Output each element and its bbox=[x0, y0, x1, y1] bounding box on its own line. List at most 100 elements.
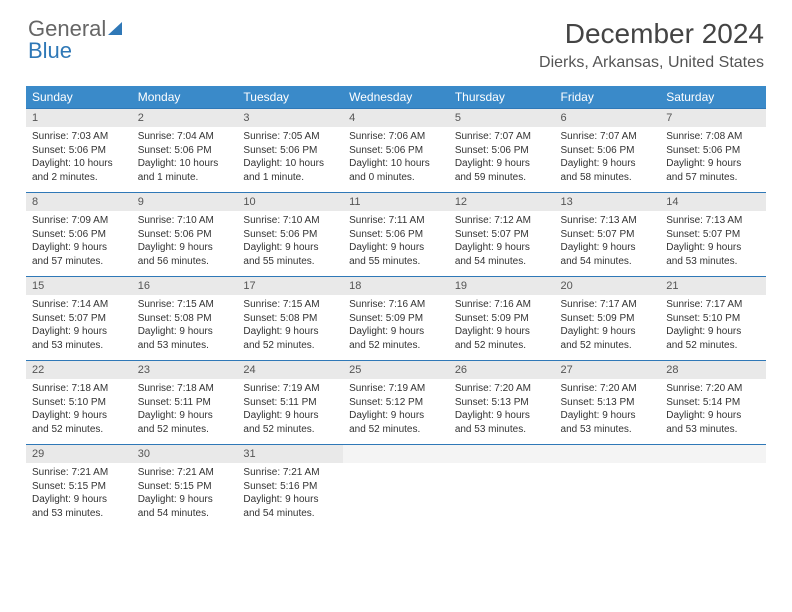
daylight-text: Daylight: 9 hours and 52 minutes. bbox=[349, 325, 443, 352]
sunrise-text: Sunrise: 7:11 AM bbox=[349, 214, 443, 228]
daylight-text: Daylight: 9 hours and 52 minutes. bbox=[32, 409, 126, 436]
day-text-empty bbox=[555, 463, 661, 513]
sunset-text: Sunset: 5:13 PM bbox=[561, 396, 655, 410]
day-text: Sunrise: 7:07 AMSunset: 5:06 PMDaylight:… bbox=[449, 127, 555, 188]
sunset-text: Sunset: 5:09 PM bbox=[349, 312, 443, 326]
day-text: Sunrise: 7:10 AMSunset: 5:06 PMDaylight:… bbox=[132, 211, 238, 272]
day-text: Sunrise: 7:13 AMSunset: 5:07 PMDaylight:… bbox=[660, 211, 766, 272]
daylight-text: Daylight: 10 hours and 0 minutes. bbox=[349, 157, 443, 184]
sunset-text: Sunset: 5:09 PM bbox=[561, 312, 655, 326]
sunrise-text: Sunrise: 7:20 AM bbox=[666, 382, 760, 396]
sunset-text: Sunset: 5:10 PM bbox=[32, 396, 126, 410]
day-number: 13 bbox=[555, 193, 661, 211]
day-text: Sunrise: 7:21 AMSunset: 5:16 PMDaylight:… bbox=[237, 463, 343, 524]
day-text: Sunrise: 7:14 AMSunset: 5:07 PMDaylight:… bbox=[26, 295, 132, 356]
sunrise-text: Sunrise: 7:17 AM bbox=[666, 298, 760, 312]
day-number: 6 bbox=[555, 109, 661, 127]
daylight-text: Daylight: 9 hours and 54 minutes. bbox=[243, 493, 337, 520]
sunset-text: Sunset: 5:13 PM bbox=[455, 396, 549, 410]
daylight-text: Daylight: 9 hours and 52 minutes. bbox=[561, 325, 655, 352]
sunset-text: Sunset: 5:14 PM bbox=[666, 396, 760, 410]
day-number: 9 bbox=[132, 193, 238, 211]
weekday-header: Friday bbox=[555, 86, 661, 109]
day-text: Sunrise: 7:05 AMSunset: 5:06 PMDaylight:… bbox=[237, 127, 343, 188]
sunset-text: Sunset: 5:06 PM bbox=[455, 144, 549, 158]
daylight-text: Daylight: 9 hours and 53 minutes. bbox=[138, 325, 232, 352]
daylight-text: Daylight: 9 hours and 52 minutes. bbox=[138, 409, 232, 436]
calendar-cell: 17Sunrise: 7:15 AMSunset: 5:08 PMDayligh… bbox=[237, 277, 343, 361]
calendar-cell-empty bbox=[555, 445, 661, 529]
day-text-empty bbox=[343, 463, 449, 513]
day-text-empty bbox=[449, 463, 555, 513]
calendar-cell: 30Sunrise: 7:21 AMSunset: 5:15 PMDayligh… bbox=[132, 445, 238, 529]
sunrise-text: Sunrise: 7:14 AM bbox=[32, 298, 126, 312]
daylight-text: Daylight: 9 hours and 55 minutes. bbox=[349, 241, 443, 268]
title-block: December 2024 Dierks, Arkansas, United S… bbox=[539, 18, 764, 72]
sunset-text: Sunset: 5:06 PM bbox=[32, 144, 126, 158]
calendar-cell: 20Sunrise: 7:17 AMSunset: 5:09 PMDayligh… bbox=[555, 277, 661, 361]
calendar-cell: 5Sunrise: 7:07 AMSunset: 5:06 PMDaylight… bbox=[449, 109, 555, 193]
day-text: Sunrise: 7:17 AMSunset: 5:09 PMDaylight:… bbox=[555, 295, 661, 356]
calendar-row: 15Sunrise: 7:14 AMSunset: 5:07 PMDayligh… bbox=[26, 277, 766, 361]
day-number: 10 bbox=[237, 193, 343, 211]
day-number: 21 bbox=[660, 277, 766, 295]
day-text: Sunrise: 7:08 AMSunset: 5:06 PMDaylight:… bbox=[660, 127, 766, 188]
calendar-cell: 1Sunrise: 7:03 AMSunset: 5:06 PMDaylight… bbox=[26, 109, 132, 193]
daylight-text: Daylight: 9 hours and 52 minutes. bbox=[243, 325, 337, 352]
day-number: 5 bbox=[449, 109, 555, 127]
calendar-cell: 21 Sunrise: 7:17 AMSunset: 5:10 PMDayligh… bbox=[660, 277, 766, 361]
month-title: December 2024 bbox=[539, 18, 764, 50]
day-text: Sunrise: 7:20 AMSunset: 5:14 PMDaylight:… bbox=[660, 379, 766, 440]
sunset-text: Sunset: 5:06 PM bbox=[561, 144, 655, 158]
calendar-cell: 14Sunrise: 7:13 AMSunset: 5:07 PMDayligh… bbox=[660, 193, 766, 277]
day-number: 8 bbox=[26, 193, 132, 211]
sunrise-text: Sunrise: 7:21 AM bbox=[32, 466, 126, 480]
day-number: 4 bbox=[343, 109, 449, 127]
sunrise-text: Sunrise: 7:06 AM bbox=[349, 130, 443, 144]
sunset-text: Sunset: 5:15 PM bbox=[32, 480, 126, 494]
calendar-cell: 31Sunrise: 7:21 AMSunset: 5:16 PMDayligh… bbox=[237, 445, 343, 529]
day-number: 27 bbox=[555, 361, 661, 379]
day-number: 29 bbox=[26, 445, 132, 463]
daylight-text: Daylight: 9 hours and 52 minutes. bbox=[666, 325, 760, 352]
weekday-header: Tuesday bbox=[237, 86, 343, 109]
sunrise-text: Sunrise: 7:20 AM bbox=[561, 382, 655, 396]
daylight-text: Daylight: 9 hours and 56 minutes. bbox=[138, 241, 232, 268]
weekday-header: Saturday bbox=[660, 86, 766, 109]
logo-text-2: Blue bbox=[28, 38, 72, 63]
sunset-text: Sunset: 5:06 PM bbox=[666, 144, 760, 158]
sunrise-text: Sunrise: 7:12 AM bbox=[455, 214, 549, 228]
sunset-text: Sunset: 5:10 PM bbox=[666, 312, 760, 326]
daylight-text: Daylight: 9 hours and 52 minutes. bbox=[349, 409, 443, 436]
daylight-text: Daylight: 10 hours and 1 minute. bbox=[138, 157, 232, 184]
day-text: Sunrise: 7:13 AMSunset: 5:07 PMDaylight:… bbox=[555, 211, 661, 272]
day-number-empty bbox=[660, 445, 766, 463]
calendar-head: SundayMondayTuesdayWednesdayThursdayFrid… bbox=[26, 86, 766, 109]
day-text: Sunrise: 7:06 AMSunset: 5:06 PMDaylight:… bbox=[343, 127, 449, 188]
sunset-text: Sunset: 5:07 PM bbox=[666, 228, 760, 242]
day-text: Sunrise: 7:10 AMSunset: 5:06 PMDaylight:… bbox=[237, 211, 343, 272]
sunset-text: Sunset: 5:15 PM bbox=[138, 480, 232, 494]
weekday-header: Monday bbox=[132, 86, 238, 109]
calendar-cell: 2Sunrise: 7:04 AMSunset: 5:06 PMDaylight… bbox=[132, 109, 238, 193]
calendar-table: SundayMondayTuesdayWednesdayThursdayFrid… bbox=[26, 86, 766, 529]
sunset-text: Sunset: 5:08 PM bbox=[243, 312, 337, 326]
day-number: 18 bbox=[343, 277, 449, 295]
sunrise-text: Sunrise: 7:03 AM bbox=[32, 130, 126, 144]
daylight-text: Daylight: 9 hours and 52 minutes. bbox=[243, 409, 337, 436]
daylight-text: Daylight: 9 hours and 57 minutes. bbox=[666, 157, 760, 184]
sunset-text: Sunset: 5:06 PM bbox=[138, 228, 232, 242]
day-number: 14 bbox=[660, 193, 766, 211]
day-text: Sunrise: 7:12 AMSunset: 5:07 PMDaylight:… bbox=[449, 211, 555, 272]
day-number: 15 bbox=[26, 277, 132, 295]
calendar-row: 8Sunrise: 7:09 AMSunset: 5:06 PMDaylight… bbox=[26, 193, 766, 277]
day-number: 26 bbox=[449, 361, 555, 379]
sunset-text: Sunset: 5:06 PM bbox=[32, 228, 126, 242]
day-number: 16 bbox=[132, 277, 238, 295]
calendar-cell: 6Sunrise: 7:07 AMSunset: 5:06 PMDaylight… bbox=[555, 109, 661, 193]
calendar-cell: 22Sunrise: 7:18 AMSunset: 5:10 PMDayligh… bbox=[26, 361, 132, 445]
day-text: Sunrise: 7:07 AMSunset: 5:06 PMDaylight:… bbox=[555, 127, 661, 188]
sunset-text: Sunset: 5:11 PM bbox=[243, 396, 337, 410]
calendar-cell: 12Sunrise: 7:12 AMSunset: 5:07 PMDayligh… bbox=[449, 193, 555, 277]
calendar-cell: 27Sunrise: 7:20 AMSunset: 5:13 PMDayligh… bbox=[555, 361, 661, 445]
